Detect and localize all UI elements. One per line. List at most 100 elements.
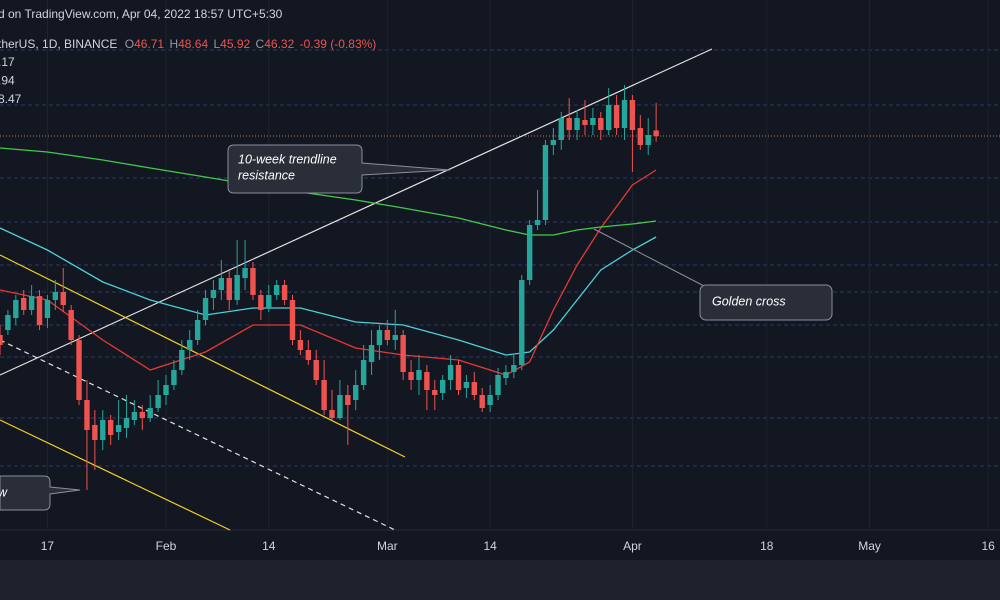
ohlc-value: 48.64 xyxy=(178,37,208,51)
annotation: w xyxy=(0,485,8,499)
candle-body xyxy=(194,320,201,340)
bottom-bar xyxy=(0,560,1000,600)
candle-body xyxy=(526,225,533,280)
candle-body xyxy=(455,365,462,390)
candle-body xyxy=(107,420,114,435)
candles xyxy=(0,85,659,490)
candle-body xyxy=(329,410,335,418)
candle-body xyxy=(187,340,193,350)
candle-body xyxy=(139,412,145,418)
candle-body xyxy=(613,105,620,128)
candle-body xyxy=(76,340,82,400)
candle-body xyxy=(273,285,280,295)
candle-body xyxy=(368,345,375,362)
callout-box xyxy=(227,144,451,194)
candle-body xyxy=(155,395,161,408)
candle-body xyxy=(416,370,422,380)
ma-line xyxy=(0,227,657,356)
candle-body xyxy=(574,118,580,130)
x-tick-label: Apr xyxy=(623,539,642,553)
candle-body xyxy=(266,295,272,308)
candle-body xyxy=(432,390,438,395)
x-tick-label: Feb xyxy=(156,539,177,553)
annotation: Golden cross xyxy=(712,294,786,308)
callout: w xyxy=(0,475,81,511)
ma-line xyxy=(0,147,657,236)
candle-body xyxy=(384,330,391,340)
candle-body xyxy=(92,425,98,440)
ohlc-letter: H xyxy=(169,37,178,51)
dashed-line xyxy=(0,339,396,531)
candle-body xyxy=(621,100,628,128)
ohlc-letter: C xyxy=(256,37,265,51)
ma-value: .94 xyxy=(0,74,15,88)
ohlc-value: 45.92 xyxy=(220,37,250,51)
candle-body xyxy=(202,298,209,320)
symbol: therUS, 1D, BINANCE xyxy=(0,37,117,51)
candle-body xyxy=(337,395,343,418)
ma-value: .17 xyxy=(0,55,15,69)
x-tick-label: Mar xyxy=(377,539,398,553)
candle-body xyxy=(242,268,248,278)
candle-body xyxy=(345,395,351,405)
legend: therUS, 1D, BINANCE O46.71 H48.64 L45.92… xyxy=(0,37,376,51)
candle-body xyxy=(376,330,383,345)
callout-box xyxy=(699,284,833,321)
candle-body xyxy=(629,100,636,130)
callout-pointer xyxy=(593,228,707,288)
candle-body xyxy=(424,372,430,390)
candle-body xyxy=(447,365,454,380)
candle-body xyxy=(503,372,509,378)
candle-body xyxy=(471,382,478,395)
candle-body xyxy=(60,292,66,305)
ohlc-value: 46.32 xyxy=(264,37,294,51)
candle-body xyxy=(566,118,572,130)
candle-body xyxy=(408,372,414,380)
candle-body xyxy=(519,280,525,365)
ohlc-letter: O xyxy=(125,37,134,51)
x-grid xyxy=(0,0,1000,530)
candle-body xyxy=(179,350,185,370)
candle-body xyxy=(21,298,27,310)
candle-body xyxy=(360,360,367,385)
candle-body xyxy=(400,335,406,372)
ma-legend: .17 .94 8.47 xyxy=(0,55,22,106)
candle-body xyxy=(0,335,3,345)
candle-body xyxy=(36,296,43,325)
candle-body xyxy=(542,145,549,220)
x-tick-label: 14 xyxy=(262,539,276,553)
candle-body xyxy=(210,290,217,298)
candle-body xyxy=(28,296,35,310)
candle-body xyxy=(439,380,446,393)
annotation: resistance xyxy=(238,168,295,182)
candle-body xyxy=(590,118,596,125)
candle-body xyxy=(171,370,177,385)
callout: Golden cross xyxy=(593,228,833,321)
price-grid xyxy=(0,49,1000,467)
ohlc-value: 46.71 xyxy=(134,37,164,51)
candle-body xyxy=(534,220,541,225)
candle-body xyxy=(5,315,11,330)
candle-body xyxy=(558,118,564,140)
channel-line xyxy=(0,254,406,458)
x-tick-label: 16 xyxy=(981,539,995,553)
candle-body xyxy=(305,350,312,360)
candle-body xyxy=(495,375,501,395)
candle-body xyxy=(645,135,651,145)
candle-body xyxy=(511,365,517,372)
annotation: 10-week trendline xyxy=(238,152,337,166)
candle-body xyxy=(463,382,470,388)
candle-body xyxy=(147,408,153,418)
candle-body xyxy=(218,278,225,290)
ohlc-letter: L xyxy=(213,37,220,51)
candle-body xyxy=(582,120,588,125)
candle-body xyxy=(289,300,296,340)
candle-body xyxy=(100,420,106,440)
candle-body xyxy=(321,380,327,410)
x-tick-label: May xyxy=(858,539,881,553)
candle-body xyxy=(52,292,59,300)
candle-body xyxy=(258,295,264,310)
change: -0.39 (-0.83%) xyxy=(300,37,377,51)
callout: 10-week trendline resistance xyxy=(227,144,451,194)
